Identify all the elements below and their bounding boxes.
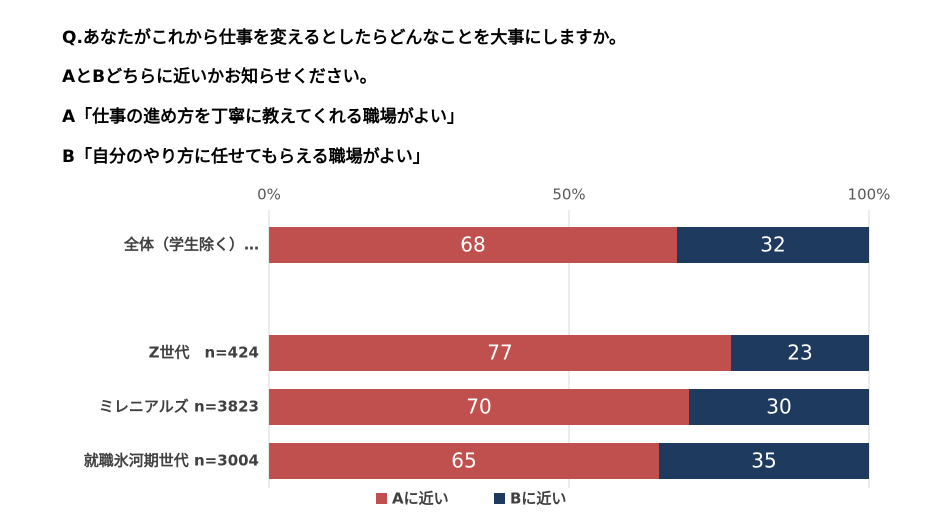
- bar: [659, 443, 869, 479]
- x-tick-label: 100%: [848, 186, 891, 204]
- bar: [689, 389, 869, 425]
- legend-swatch: [376, 493, 387, 504]
- value-label: 77: [487, 341, 512, 365]
- value-label: 65: [451, 449, 476, 473]
- legend-label: Aに近い: [392, 490, 449, 508]
- bar: [269, 227, 677, 263]
- bar: [731, 335, 869, 371]
- y-tick-label: 就職氷河期世代 n=3004: [84, 452, 259, 470]
- value-label: 30: [766, 395, 791, 419]
- title-line: B「自分のやり方に任せてもらえる職場がよい」: [62, 146, 430, 167]
- legend-label: Bに近い: [510, 490, 566, 508]
- value-label: 32: [760, 233, 785, 257]
- x-tick-label: 0%: [257, 186, 281, 204]
- title-line: AとBどちらに近いかお知らせください。: [62, 66, 377, 87]
- title-line: A「仕事の進め方を丁寧に教えてくれる職場がよい」: [62, 106, 464, 127]
- bar: [269, 389, 689, 425]
- bar: [269, 443, 659, 479]
- value-label: 35: [751, 449, 776, 473]
- y-tick-label: 全体（学生除く）…: [123, 236, 259, 254]
- y-tick-label: ミレニアルズ n=3823: [99, 398, 259, 416]
- y-tick-label: Z世代 n=424: [149, 344, 259, 362]
- legend-swatch: [494, 493, 505, 504]
- title-line: Q.あなたがこれから仕事を変えるとしたらどんなことを大事にしますか。: [62, 27, 626, 48]
- value-label: 70: [466, 395, 491, 419]
- x-tick-label: 50%: [552, 186, 585, 204]
- bar: [677, 227, 869, 263]
- value-label: 23: [787, 341, 812, 365]
- value-label: 68: [460, 233, 485, 257]
- bar: [269, 335, 731, 371]
